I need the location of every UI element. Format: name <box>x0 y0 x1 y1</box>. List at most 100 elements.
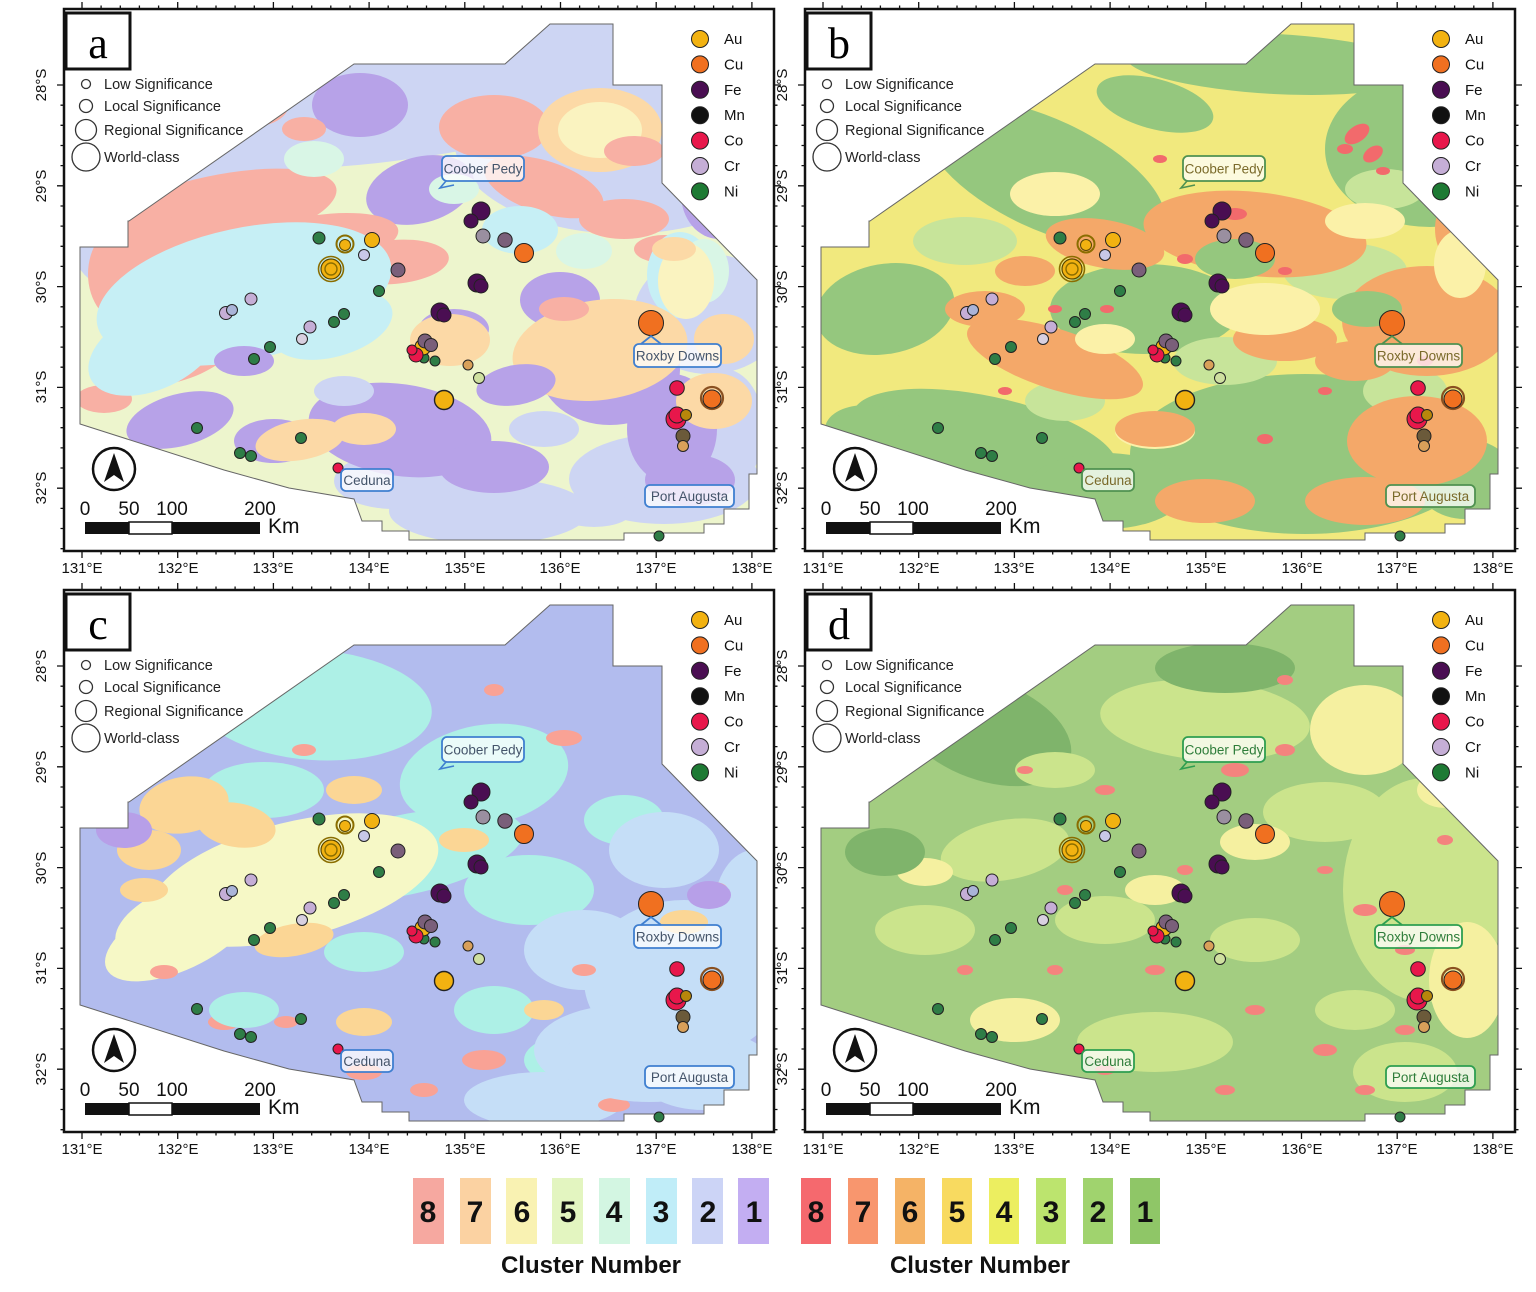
svg-text:134°E: 134°E <box>348 1141 389 1158</box>
svg-text:50: 50 <box>118 499 139 520</box>
svg-text:29°S: 29°S <box>774 170 791 203</box>
svg-text:Ni: Ni <box>1465 183 1479 200</box>
svg-text:Mn: Mn <box>1465 688 1486 705</box>
svg-text:131°E: 131°E <box>802 560 843 577</box>
svg-text:World-class: World-class <box>104 731 179 747</box>
svg-text:Cr: Cr <box>724 158 740 175</box>
svg-text:1: 1 <box>1137 1196 1154 1229</box>
svg-text:Regional Significance: Regional Significance <box>845 123 984 139</box>
svg-text:136°E: 136°E <box>539 1141 580 1158</box>
svg-text:3: 3 <box>653 1196 670 1229</box>
svg-text:Low Significance: Low Significance <box>845 77 954 93</box>
svg-text:31°S: 31°S <box>33 952 50 985</box>
svg-text:Coober Pedy: Coober Pedy <box>1185 162 1264 177</box>
svg-text:138°E: 138°E <box>731 560 772 577</box>
svg-text:134°E: 134°E <box>1089 1141 1130 1158</box>
svg-text:8: 8 <box>420 1196 437 1229</box>
svg-text:2: 2 <box>700 1196 717 1229</box>
svg-text:Port Augusta: Port Augusta <box>1392 1070 1470 1085</box>
svg-text:Au: Au <box>724 612 742 629</box>
svg-text:Cu: Cu <box>724 56 743 73</box>
svg-text:136°E: 136°E <box>1281 560 1322 577</box>
svg-text:1: 1 <box>746 1196 763 1229</box>
svg-text:Port Augusta: Port Augusta <box>651 489 729 504</box>
svg-text:Roxby Downs: Roxby Downs <box>636 349 720 364</box>
svg-text:138°E: 138°E <box>1472 1141 1513 1158</box>
svg-text:50: 50 <box>118 1080 139 1101</box>
svg-text:137°E: 137°E <box>635 560 676 577</box>
svg-text:Ceduna: Ceduna <box>343 473 391 488</box>
svg-text:Coober Pedy: Coober Pedy <box>1185 743 1264 758</box>
svg-text:137°E: 137°E <box>635 1141 676 1158</box>
svg-text:5: 5 <box>949 1196 966 1229</box>
svg-text:Low Significance: Low Significance <box>104 658 213 674</box>
svg-text:Ceduna: Ceduna <box>1084 1054 1132 1069</box>
svg-text:Co: Co <box>1465 133 1484 150</box>
svg-text:Coober Pedy: Coober Pedy <box>444 743 523 758</box>
svg-text:Ni: Ni <box>724 764 738 781</box>
svg-text:28°S: 28°S <box>774 69 791 102</box>
svg-text:132°E: 132°E <box>898 560 939 577</box>
svg-text:50: 50 <box>859 1080 880 1101</box>
svg-text:World-class: World-class <box>104 150 179 166</box>
svg-text:134°E: 134°E <box>348 560 389 577</box>
svg-text:b: b <box>828 19 850 68</box>
svg-text:Mn: Mn <box>724 107 745 124</box>
svg-text:131°E: 131°E <box>802 1141 843 1158</box>
svg-text:133°E: 133°E <box>252 560 293 577</box>
svg-text:3: 3 <box>1043 1196 1060 1229</box>
svg-text:135°E: 135°E <box>1185 560 1226 577</box>
svg-text:100: 100 <box>897 499 929 520</box>
svg-text:29°S: 29°S <box>774 751 791 784</box>
svg-text:50: 50 <box>859 499 880 520</box>
svg-text:Fe: Fe <box>1465 663 1483 680</box>
svg-text:4: 4 <box>606 1196 623 1229</box>
svg-text:137°E: 137°E <box>1376 1141 1417 1158</box>
svg-text:133°E: 133°E <box>993 560 1034 577</box>
svg-text:Local Significance: Local Significance <box>845 99 962 115</box>
svg-text:Fe: Fe <box>724 663 742 680</box>
svg-text:Regional Significance: Regional Significance <box>104 704 243 720</box>
svg-text:32°S: 32°S <box>33 1053 50 1086</box>
svg-text:131°E: 131°E <box>61 1141 102 1158</box>
svg-text:Km: Km <box>268 1096 300 1119</box>
svg-text:Low Significance: Low Significance <box>845 658 954 674</box>
svg-text:135°E: 135°E <box>1185 1141 1226 1158</box>
svg-text:Km: Km <box>1009 1096 1041 1119</box>
svg-text:8: 8 <box>808 1196 825 1229</box>
svg-text:132°E: 132°E <box>157 560 198 577</box>
svg-text:100: 100 <box>156 499 188 520</box>
svg-text:2: 2 <box>1090 1196 1107 1229</box>
svg-text:100: 100 <box>897 1080 929 1101</box>
svg-text:Local Significance: Local Significance <box>104 680 221 696</box>
svg-text:7: 7 <box>855 1196 872 1229</box>
svg-text:7: 7 <box>467 1196 484 1229</box>
svg-text:0: 0 <box>80 1080 91 1101</box>
svg-text:134°E: 134°E <box>1089 560 1130 577</box>
svg-text:Co: Co <box>1465 714 1484 731</box>
svg-text:Au: Au <box>1465 612 1483 629</box>
svg-text:133°E: 133°E <box>993 1141 1034 1158</box>
svg-text:Roxby Downs: Roxby Downs <box>636 930 720 945</box>
svg-text:138°E: 138°E <box>1472 560 1513 577</box>
svg-text:30°S: 30°S <box>774 852 791 885</box>
svg-text:Local Significance: Local Significance <box>104 99 221 115</box>
svg-text:6: 6 <box>902 1196 919 1229</box>
svg-text:31°S: 31°S <box>774 952 791 985</box>
svg-text:Co: Co <box>724 133 743 150</box>
svg-text:c: c <box>88 600 108 649</box>
svg-text:136°E: 136°E <box>1281 1141 1322 1158</box>
svg-text:Local Significance: Local Significance <box>845 680 962 696</box>
svg-text:Cluster Number: Cluster Number <box>501 1252 681 1279</box>
svg-text:Low Significance: Low Significance <box>104 77 213 93</box>
svg-text:29°S: 29°S <box>33 751 50 784</box>
svg-text:Mn: Mn <box>1465 107 1486 124</box>
svg-text:28°S: 28°S <box>33 69 50 102</box>
svg-text:Co: Co <box>724 714 743 731</box>
svg-text:Cr: Cr <box>1465 739 1481 756</box>
svg-text:100: 100 <box>156 1080 188 1101</box>
svg-text:200: 200 <box>985 1080 1017 1101</box>
svg-text:135°E: 135°E <box>444 1141 485 1158</box>
svg-text:132°E: 132°E <box>898 1141 939 1158</box>
svg-text:28°S: 28°S <box>774 650 791 683</box>
